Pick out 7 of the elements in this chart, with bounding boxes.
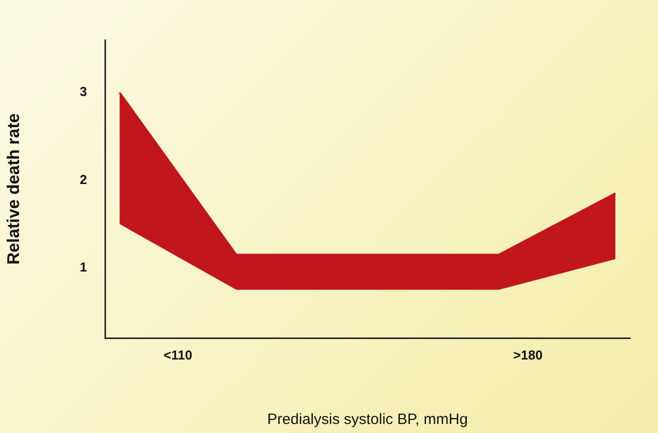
x-tick-label: <110 xyxy=(164,347,192,362)
y-axis-title: Relative death rate xyxy=(4,113,23,265)
y-tick-label: 1 xyxy=(80,259,87,274)
y-tick-label: 3 xyxy=(80,84,87,100)
y-tick-label: 2 xyxy=(80,172,87,187)
x-tick-label: >180 xyxy=(513,347,543,362)
x-axis-title: Predialysis systolic BP, mmHg xyxy=(267,411,468,428)
